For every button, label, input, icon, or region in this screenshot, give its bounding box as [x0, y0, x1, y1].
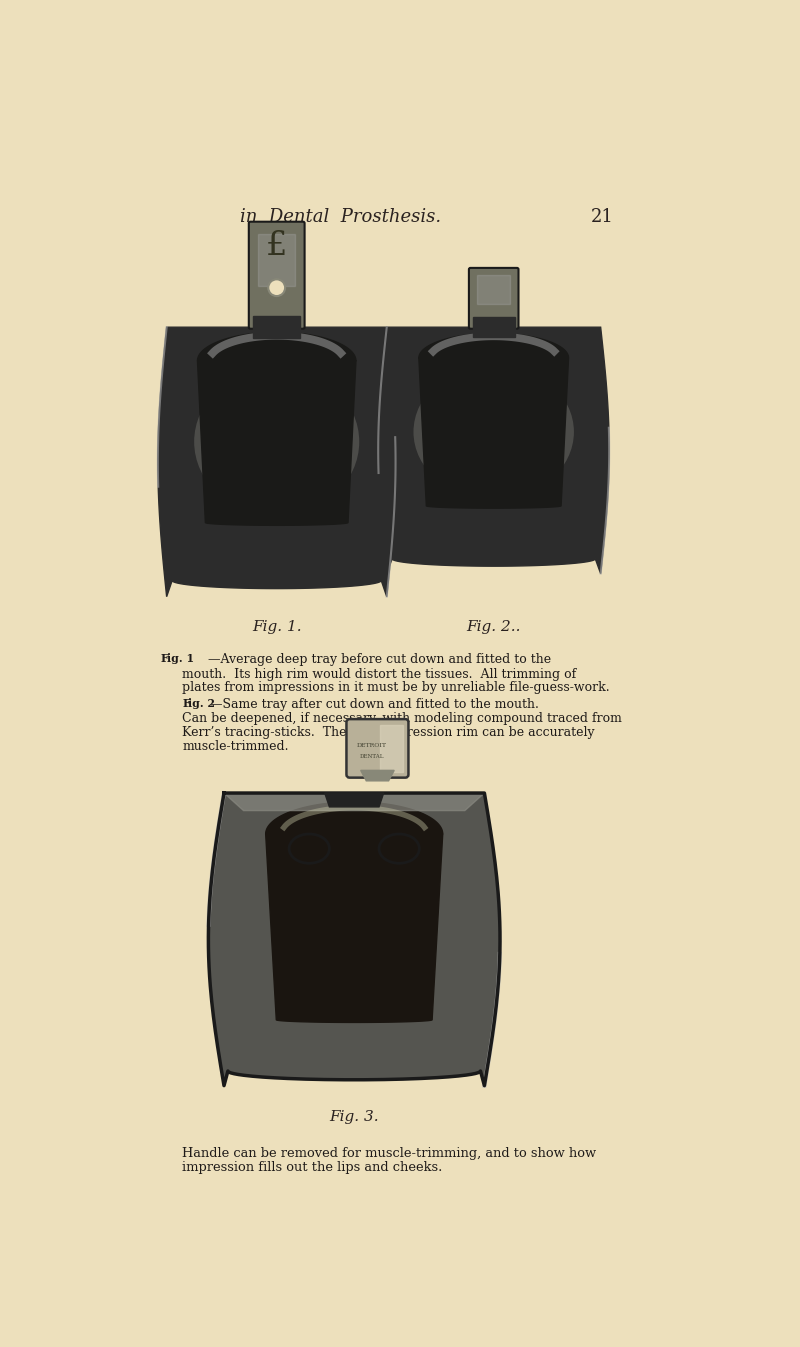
FancyBboxPatch shape: [346, 719, 409, 777]
Text: 21: 21: [590, 207, 614, 226]
Polygon shape: [361, 770, 394, 781]
Text: Can be deepened, if necessary, with modeling compound traced from: Can be deepened, if necessary, with mode…: [182, 713, 622, 725]
Text: ig. 2: ig. 2: [188, 698, 215, 710]
Ellipse shape: [446, 407, 542, 481]
Text: plates from impressions in it must be by unreliable file-guess-work.: plates from impressions in it must be by…: [182, 682, 610, 695]
Polygon shape: [158, 327, 395, 597]
Text: —Average deep tray before cut down and fitted to the: —Average deep tray before cut down and f…: [161, 653, 551, 665]
Text: F: F: [161, 653, 168, 664]
Polygon shape: [473, 318, 514, 337]
Polygon shape: [419, 333, 569, 508]
Text: Fig. 2..: Fig. 2..: [466, 620, 521, 634]
Text: DETROIT: DETROIT: [357, 744, 387, 749]
Circle shape: [268, 279, 285, 296]
Polygon shape: [253, 317, 301, 338]
Polygon shape: [224, 793, 485, 811]
Text: F: F: [182, 698, 190, 710]
Polygon shape: [208, 793, 500, 1086]
Ellipse shape: [430, 387, 558, 490]
Text: in  Dental  Prosthesis.: in Dental Prosthesis.: [240, 207, 441, 226]
FancyBboxPatch shape: [249, 222, 305, 329]
Text: £: £: [266, 230, 287, 263]
Ellipse shape: [227, 415, 326, 496]
Text: Kerr’s tracing-sticks.  Then the impression rim can be accurately: Kerr’s tracing-sticks. Then the impressi…: [182, 726, 594, 740]
Polygon shape: [266, 801, 442, 1022]
Text: mouth.  Its high rim would distort the tissues.  All trimming of: mouth. Its high rim would distort the ti…: [182, 668, 576, 680]
Polygon shape: [325, 793, 384, 807]
Polygon shape: [378, 327, 610, 574]
Text: Fig. 1.: Fig. 1.: [252, 620, 302, 634]
Text: Handle can be removed for muscle-trimming, and to show how: Handle can be removed for muscle-trimmin…: [182, 1148, 596, 1160]
Text: DENTAL: DENTAL: [360, 754, 384, 758]
Text: impression fills out the lips and cheeks.: impression fills out the lips and cheeks…: [182, 1161, 442, 1175]
Ellipse shape: [414, 364, 574, 500]
Polygon shape: [258, 233, 295, 286]
Polygon shape: [198, 333, 356, 525]
Ellipse shape: [194, 368, 359, 516]
Text: muscle-trimmed.: muscle-trimmed.: [182, 740, 289, 753]
Polygon shape: [478, 275, 510, 304]
Text: ig. 1: ig. 1: [166, 653, 194, 664]
Ellipse shape: [210, 392, 342, 505]
Text: —Same tray after cut down and fitted to the mouth.: —Same tray after cut down and fitted to …: [182, 698, 539, 711]
Text: Fig. 3.: Fig. 3.: [330, 1110, 379, 1125]
Polygon shape: [380, 725, 402, 772]
FancyBboxPatch shape: [469, 268, 518, 329]
